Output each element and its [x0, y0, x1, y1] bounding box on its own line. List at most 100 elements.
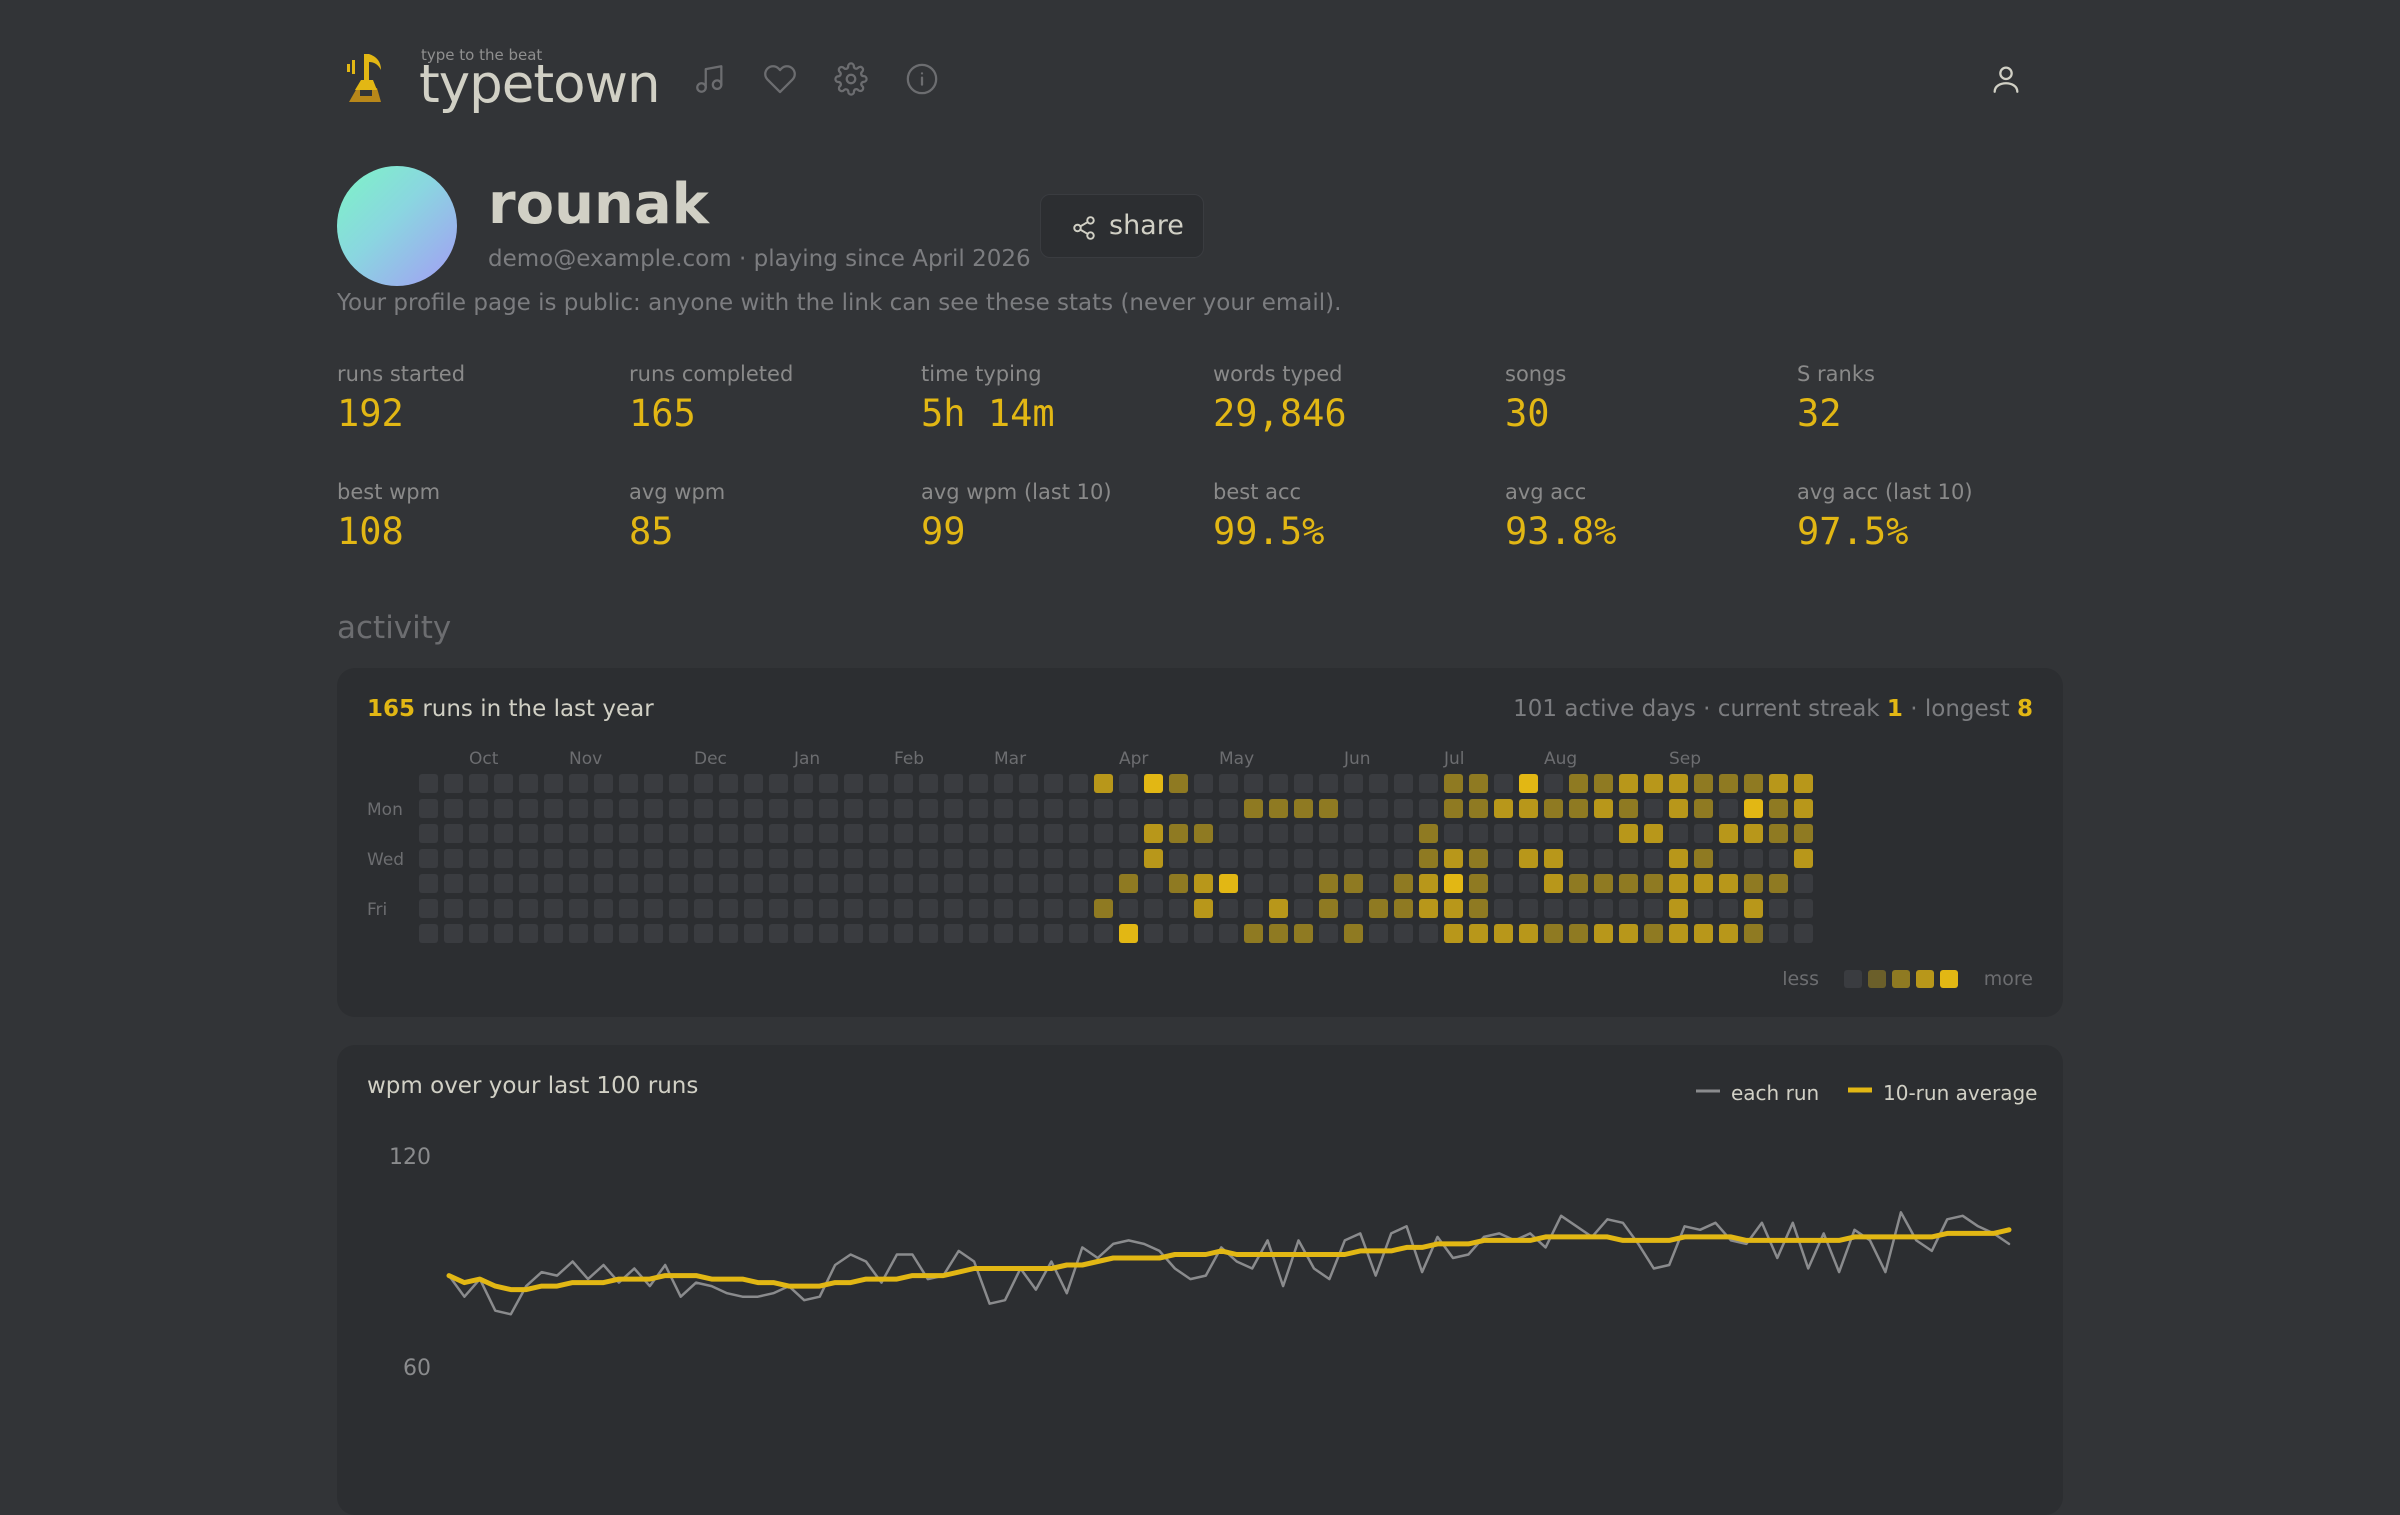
heatmap-cell — [1144, 824, 1163, 843]
info-icon[interactable] — [905, 62, 939, 96]
brand-name[interactable]: typetown — [419, 54, 661, 115]
heatmap-cell — [1394, 824, 1413, 843]
heatmap-cell — [1544, 824, 1563, 843]
heatmap-cell — [1519, 824, 1538, 843]
heatmap-cell — [1169, 824, 1188, 843]
heatmap-cell — [544, 874, 563, 893]
heatmap-cell — [1669, 899, 1688, 918]
heatmap-cell — [1494, 874, 1513, 893]
stat-label: best wpm — [337, 480, 441, 504]
heatmap-cell — [1019, 874, 1038, 893]
heatmap-cell — [1794, 824, 1813, 843]
heatmap-cell — [1794, 774, 1813, 793]
stat-label: avg wpm — [629, 480, 726, 504]
stat-avg-acc-last-10: avg acc (last 10) 97.5% — [1797, 480, 2077, 553]
heatmap-cell — [1794, 874, 1813, 893]
heatmap-cell — [1744, 874, 1763, 893]
heatmap-cell — [944, 774, 963, 793]
heatmap-cell — [1469, 774, 1488, 793]
heatmap-cell — [1019, 849, 1038, 868]
heatmap-cell — [1219, 799, 1238, 818]
heatmap-cell — [919, 874, 938, 893]
heatmap-cell — [1194, 874, 1213, 893]
heatmap-cell — [1069, 924, 1088, 943]
heatmap-cell — [1319, 799, 1338, 818]
heatmap-cell — [1419, 924, 1438, 943]
heatmap-cell — [919, 774, 938, 793]
heatmap-cell — [1194, 774, 1213, 793]
stat-value: 99 — [921, 510, 966, 553]
heatmap-cell — [1619, 924, 1638, 943]
activity-streak-summary: 101 active days · current streak 1 · lon… — [1513, 696, 2033, 722]
heatmap-cell — [1694, 774, 1713, 793]
heatmap-cell — [544, 899, 563, 918]
heatmap-cell — [1294, 799, 1313, 818]
heatmap-cell — [819, 799, 838, 818]
heatmap-cell — [1594, 774, 1613, 793]
stat-avg-wpm: avg wpm 85 — [629, 480, 909, 553]
month-label: May — [1219, 749, 1254, 769]
heatmap-cell — [1019, 824, 1038, 843]
stat-label: words typed — [1213, 362, 1343, 386]
heatmap-cell — [1744, 924, 1763, 943]
heatmap-cell — [1544, 849, 1563, 868]
heatmap-cell — [1544, 899, 1563, 918]
heatmap-cell — [819, 849, 838, 868]
heatmap-cell — [994, 874, 1013, 893]
heatmap-cell — [1319, 824, 1338, 843]
heatmap-cell — [1444, 774, 1463, 793]
heatmap-cell — [1369, 799, 1388, 818]
heatmap-cell — [1019, 924, 1038, 943]
heatmap-cell — [994, 924, 1013, 943]
heatmap-cell — [619, 774, 638, 793]
heatmap-cell — [1394, 899, 1413, 918]
heatmap-cell — [1619, 799, 1638, 818]
legend-swatch — [1892, 970, 1910, 988]
heatmap-cell — [794, 849, 813, 868]
weekday-label: Mon — [367, 800, 403, 820]
stat-words-typed: words typed 29,846 — [1213, 362, 1493, 435]
y-tick-label: 60 — [403, 1356, 431, 1381]
heatmap-cell — [1144, 774, 1163, 793]
heatmap-cell — [944, 799, 963, 818]
stat-value: 29,846 — [1213, 392, 1347, 435]
heatmap-cell — [1369, 874, 1388, 893]
heatmap-cell — [1094, 924, 1113, 943]
heatmap-cell — [1119, 824, 1138, 843]
heatmap-cell — [1719, 849, 1738, 868]
heatmap-cell — [1569, 924, 1588, 943]
heatmap-cell — [1469, 924, 1488, 943]
stat-label: avg wpm (last 10) — [921, 480, 1112, 504]
heatmap-cell — [494, 849, 513, 868]
music-note-logo-icon[interactable] — [345, 50, 387, 106]
heatmap-cell — [1444, 824, 1463, 843]
heatmap-cell — [644, 824, 663, 843]
heatmap-cell — [1694, 849, 1713, 868]
each-run-line — [447, 1211, 2011, 1316]
heatmap-cell — [1269, 924, 1288, 943]
gear-icon[interactable] — [834, 62, 868, 96]
heatmap-cell — [1269, 899, 1288, 918]
share-button[interactable]: share — [1040, 194, 1204, 258]
stat-label: S ranks — [1797, 362, 1875, 386]
heatmap-cell — [1369, 774, 1388, 793]
heatmap-cell — [469, 824, 488, 843]
month-label: Jun — [1343, 749, 1371, 769]
heatmap-cell — [1619, 774, 1638, 793]
heatmap-cell — [569, 774, 588, 793]
heatmap-cell — [619, 924, 638, 943]
user-icon[interactable] — [1989, 62, 2023, 96]
stat-label: runs started — [337, 362, 466, 386]
heatmap-cell — [1569, 774, 1588, 793]
heatmap-cell — [719, 899, 738, 918]
legend-less-label: less — [1782, 968, 1819, 990]
username: rounak — [488, 172, 709, 237]
heatmap-cell — [919, 799, 938, 818]
music-icon[interactable] — [693, 62, 727, 96]
heart-icon[interactable] — [763, 62, 797, 96]
heatmap-cell — [1569, 824, 1588, 843]
stat-value: 30 — [1505, 392, 1550, 435]
heatmap-cell — [594, 824, 613, 843]
heatmap-cell — [869, 924, 888, 943]
heatmap-cell — [1194, 924, 1213, 943]
